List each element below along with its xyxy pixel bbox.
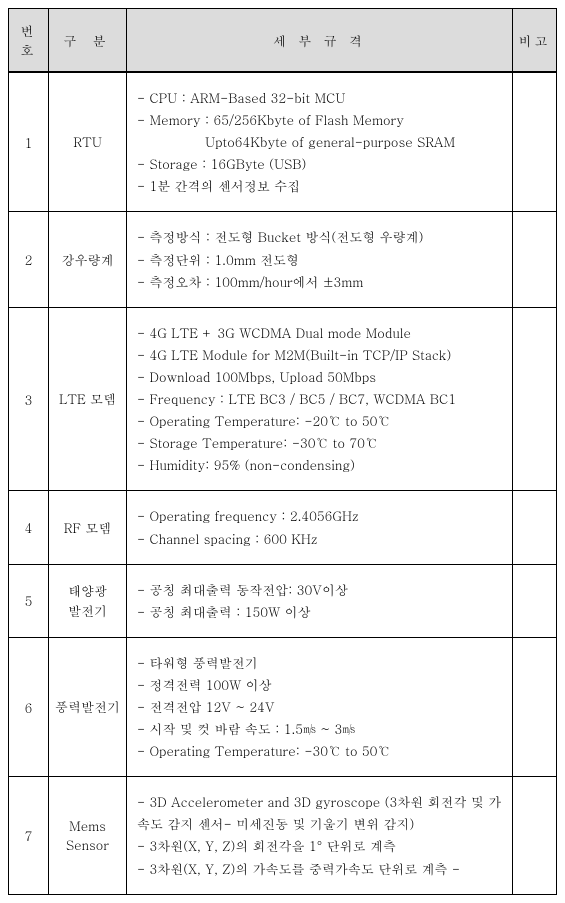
spec-line: - 4G LTE + 3G WCDMA Dual mode Module bbox=[137, 322, 502, 344]
table-row: 5태양광발전기- 공칭 최대출력 동작전압: 30V이상- 공칭 최대출력 : … bbox=[9, 564, 557, 637]
spec-line: - Storage : 16GByte (USB) bbox=[137, 153, 502, 175]
row-spec: - 공칭 최대출력 동작전압: 30V이상- 공칭 최대출력 : 150W 이상 bbox=[127, 564, 513, 637]
spec-line: - Operating Temperature: -30℃ to 50℃ bbox=[137, 740, 502, 762]
spec-line: - 3D Accelerometer and 3D gyroscope (3차원… bbox=[137, 791, 502, 835]
spec-line: - 정격전력 100W 이상 bbox=[137, 674, 502, 696]
header-note: 비고 bbox=[513, 9, 557, 73]
header-num: 번호 bbox=[9, 9, 49, 73]
row-category: 풍력발전기 bbox=[49, 637, 127, 776]
spec-line: - Frequency : LTE BC3 / BC5 / BC7, WCDMA… bbox=[137, 388, 502, 410]
spec-line: - 타워형 풍력발전기 bbox=[137, 652, 502, 674]
spec-line: - 3차원(X, Y, Z)의 회전각을 1° 단위로 계측 bbox=[137, 835, 502, 857]
row-category: LTE 모뎀 bbox=[49, 307, 127, 491]
table-row: 3LTE 모뎀- 4G LTE + 3G WCDMA Dual mode Mod… bbox=[9, 307, 557, 491]
table-row: 4RF 모뎀- Operating frequency : 2.4056GHz-… bbox=[9, 491, 557, 564]
row-number: 1 bbox=[9, 72, 49, 212]
row-category: 강우량계 bbox=[49, 212, 127, 307]
row-category: 태양광발전기 bbox=[49, 564, 127, 637]
row-spec: - 4G LTE + 3G WCDMA Dual mode Module- 4G… bbox=[127, 307, 513, 491]
table-row: 1RTU- CPU : ARM-Based 32-bit MCU- Memory… bbox=[9, 72, 557, 212]
spec-line: Upto64Kbyte of general-purpose SRAM bbox=[137, 131, 502, 153]
row-category: RF 모뎀 bbox=[49, 491, 127, 564]
row-spec: - 측정방식 : 전도형 Bucket 방식(전도형 우량계)- 측정단위 : … bbox=[127, 212, 513, 307]
table-row: 2강우량계- 측정방식 : 전도형 Bucket 방식(전도형 우량계)- 측정… bbox=[9, 212, 557, 307]
spec-line: - 3차원(X, Y, Z)의 가속도를 중력가속도 단위로 계측 - bbox=[137, 858, 502, 880]
row-number: 2 bbox=[9, 212, 49, 307]
row-number: 3 bbox=[9, 307, 49, 491]
row-spec: - 타워형 풍력발전기- 정격전력 100W 이상- 전격전압 12V ~ 24… bbox=[127, 637, 513, 776]
row-number: 6 bbox=[9, 637, 49, 776]
row-note bbox=[513, 564, 557, 637]
row-spec: - 3D Accelerometer and 3D gyroscope (3차원… bbox=[127, 777, 513, 894]
spec-line: - 전격전압 12V ~ 24V bbox=[137, 696, 502, 718]
header-row: 번호 구 분 세 부 규 격 비고 bbox=[9, 9, 557, 73]
row-note bbox=[513, 777, 557, 894]
spec-line: - 공칭 최대출력 동작전압: 30V이상 bbox=[137, 579, 502, 601]
spec-table: 번호 구 분 세 부 규 격 비고 1RTU- CPU : ARM-Based … bbox=[8, 8, 557, 895]
row-spec: - CPU : ARM-Based 32-bit MCU- Memory : 6… bbox=[127, 72, 513, 212]
row-number: 5 bbox=[9, 564, 49, 637]
spec-line: - Channel spacing : 600 KHz bbox=[137, 528, 502, 550]
row-note bbox=[513, 637, 557, 776]
header-spec: 세 부 규 격 bbox=[127, 9, 513, 73]
spec-line: - 측정오차 : 100mm/hour에서 ±3mm bbox=[137, 271, 502, 293]
spec-line: - Download 100Mbps, Upload 50Mbps bbox=[137, 366, 502, 388]
row-note bbox=[513, 491, 557, 564]
spec-line: - 4G LTE Module for M2M(Built-in TCP/IP … bbox=[137, 344, 502, 366]
spec-line: - Memory : 65/256Kbyte of Flash Memory bbox=[137, 109, 502, 131]
spec-line: - Operating frequency : 2.4056GHz bbox=[137, 505, 502, 527]
row-category: RTU bbox=[49, 72, 127, 212]
spec-line: - 측정방식 : 전도형 Bucket 방식(전도형 우량계) bbox=[137, 226, 502, 248]
row-note bbox=[513, 72, 557, 212]
spec-line: - CPU : ARM-Based 32-bit MCU bbox=[137, 87, 502, 109]
row-note bbox=[513, 307, 557, 491]
table-row: 7MemsSensor- 3D Accelerometer and 3D gyr… bbox=[9, 777, 557, 894]
row-number: 7 bbox=[9, 777, 49, 894]
spec-line: - Storage Temperature: -30℃ to 70℃ bbox=[137, 432, 502, 454]
header-category: 구 분 bbox=[49, 9, 127, 73]
spec-line: - 측정단위 : 1.0mm 전도형 bbox=[137, 249, 502, 271]
row-spec: - Operating frequency : 2.4056GHz- Chann… bbox=[127, 491, 513, 564]
spec-line: - 시작 및 컷 바람 속도 : 1.5㎧ ~ 3㎧ bbox=[137, 718, 502, 740]
row-category: MemsSensor bbox=[49, 777, 127, 894]
table-row: 6풍력발전기- 타워형 풍력발전기- 정격전력 100W 이상- 전격전압 12… bbox=[9, 637, 557, 776]
spec-line: - Humidity: 95% (non-condensing) bbox=[137, 454, 502, 476]
row-number: 4 bbox=[9, 491, 49, 564]
row-note bbox=[513, 212, 557, 307]
spec-line: - 1분 간격의 센서정보 수집 bbox=[137, 175, 502, 197]
spec-line: - 공칭 최대출력 : 150W 이상 bbox=[137, 601, 502, 623]
spec-line: - Operating Temperature: -20℃ to 50℃ bbox=[137, 410, 502, 432]
table-body: 1RTU- CPU : ARM-Based 32-bit MCU- Memory… bbox=[9, 72, 557, 894]
